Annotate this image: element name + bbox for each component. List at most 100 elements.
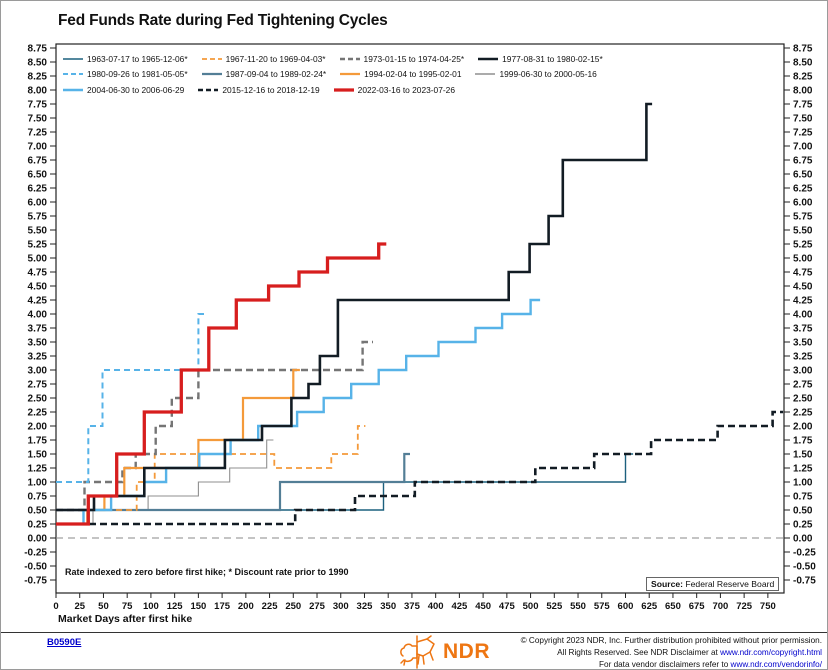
y-tick-label-left: 5.50 xyxy=(28,226,48,237)
footer-divider xyxy=(1,632,827,633)
y-tick-label-left: 0.25 xyxy=(28,520,48,531)
x-tick-label: 50 xyxy=(98,601,109,612)
x-tick-label: 100 xyxy=(143,601,159,612)
chart-footnote: Rate indexed to zero before first hike; … xyxy=(65,567,349,577)
y-tick-label-right: 3.00 xyxy=(793,366,813,377)
legend-swatch xyxy=(201,57,222,60)
y-tick-label-right: 5.75 xyxy=(793,212,813,223)
y-tick-label-left: 1.00 xyxy=(28,478,48,489)
x-tick-label: 675 xyxy=(689,601,706,612)
y-tick-label-left: 6.00 xyxy=(28,198,48,209)
y-tick-label-right: 2.75 xyxy=(793,380,813,391)
legend-item: 1980-09-26 to 1981-05-05* xyxy=(63,69,188,79)
x-tick-label: 125 xyxy=(167,601,184,612)
y-tick-label-left: 0.75 xyxy=(28,492,48,503)
legend-label: 1994-02-04 to 1995-02-01 xyxy=(364,69,462,80)
legend-swatch xyxy=(63,57,83,60)
x-tick-label: 400 xyxy=(428,601,444,612)
y-tick-label-left: 5.00 xyxy=(28,254,48,265)
x-tick-label: 75 xyxy=(122,601,133,612)
x-tick-label: 325 xyxy=(357,601,374,612)
copyright-url[interactable]: www.ndr.com/copyright.html xyxy=(720,647,822,657)
y-tick-label-right: 7.25 xyxy=(793,128,813,139)
series-line-1994 xyxy=(56,368,300,526)
ndr-bull-bear-icon xyxy=(400,635,435,669)
y-tick-label-left: 0.50 xyxy=(28,506,48,517)
legend-row: 1980-09-26 to 1981-05-05* 1987-09-04 to 1… xyxy=(63,67,723,83)
y-tick-label-left: 5.75 xyxy=(28,212,48,223)
y-tick-label-left: 0.00 xyxy=(28,534,48,545)
series-line-2022 xyxy=(56,242,387,526)
y-tick-label-right: 1.00 xyxy=(793,478,813,489)
y-tick-label-right: 2.00 xyxy=(793,422,813,433)
y-tick-label-left: 6.50 xyxy=(28,170,48,181)
copyright-line3: For data vendor disclaimers refer to www… xyxy=(599,659,822,669)
y-tick-label-right: 5.50 xyxy=(793,226,813,237)
legend-swatch xyxy=(63,88,83,91)
y-tick-label-left: 7.00 xyxy=(28,142,48,153)
vendorinfo-url[interactable]: www.ndr.com/vendorinfo/ xyxy=(730,659,822,669)
y-tick-label-left: 4.75 xyxy=(28,268,48,279)
y-tick-label-left: 4.25 xyxy=(28,296,48,307)
y-tick-label-left: 6.25 xyxy=(28,184,48,195)
chart-id-link[interactable]: B0590E xyxy=(47,637,82,648)
legend-swatch xyxy=(201,73,222,76)
x-tick-label: 25 xyxy=(74,601,85,612)
y-tick-label-right: -0.75 xyxy=(793,576,816,587)
y-tick-label-right: 6.50 xyxy=(793,170,813,181)
x-tick-label: 600 xyxy=(618,601,634,612)
x-tick-label: 250 xyxy=(285,601,301,612)
series-line-1973 xyxy=(56,340,373,512)
y-tick-label-left: 1.50 xyxy=(28,450,48,461)
x-tick-label: 175 xyxy=(214,601,231,612)
x-tick-label: 700 xyxy=(712,601,728,612)
y-tick-label-right: 3.50 xyxy=(793,338,813,349)
series-line-1980 xyxy=(56,313,205,483)
y-tick-label-left: -0.50 xyxy=(24,562,47,573)
legend-item: 1967-11-20 to 1969-04-03* xyxy=(201,53,326,64)
y-tick-label-right: 3.25 xyxy=(793,352,813,363)
y-tick-label-right: 5.00 xyxy=(793,254,813,265)
legend-swatch xyxy=(478,57,499,61)
ndr-logo-text: NDR xyxy=(443,640,490,663)
y-tick-label-left: 2.25 xyxy=(28,408,48,419)
chart-title: Fed Funds Rate during Fed Tightening Cyc… xyxy=(58,12,388,29)
series-line-1999 xyxy=(56,439,274,525)
legend-swatch xyxy=(475,73,496,76)
series-line-1987 xyxy=(56,452,410,512)
legend-label: 2022-03-16 to 2023-07-26 xyxy=(357,84,455,95)
y-tick-label-left: 6.75 xyxy=(28,156,48,167)
y-tick-label-left: 1.25 xyxy=(28,464,48,475)
y-tick-label-left: 5.25 xyxy=(28,240,48,251)
y-tick-label-right: 0.00 xyxy=(793,534,813,545)
y-tick-label-right: 2.50 xyxy=(793,394,813,405)
series-line-1977 xyxy=(56,102,653,512)
x-tick-label: 500 xyxy=(523,601,539,612)
y-tick-label-right: -0.50 xyxy=(793,562,816,573)
x-tick-label: 275 xyxy=(309,601,326,612)
legend-label: 1987-09-04 to 1989-02-24* xyxy=(225,69,327,80)
y-tick-label-right: 4.00 xyxy=(793,310,813,321)
x-tick-label: 150 xyxy=(190,601,206,612)
y-tick-label-right: 3.75 xyxy=(793,324,813,335)
y-tick-label-right: 2.25 xyxy=(793,408,813,419)
chart-legend: 1963-07-17 to 1965-12-06* 1967-11-20 to 1… xyxy=(63,51,723,98)
y-tick-label-right: 8.75 xyxy=(793,44,813,55)
legend-item: 1963-07-17 to 1965-12-06* xyxy=(63,54,188,64)
y-tick-label-right: 4.25 xyxy=(793,296,813,307)
y-tick-label-right: 8.50 xyxy=(793,58,813,69)
x-tick-label: 625 xyxy=(641,601,658,612)
legend-row: 2004-06-30 to 2006-06-29 2015-12-16 to 20… xyxy=(63,82,723,98)
source-label: Source: xyxy=(651,579,683,589)
legend-label: 1967-11-20 to 1969-04-03* xyxy=(225,53,326,64)
x-tick-label: 225 xyxy=(262,601,279,612)
legend-label: 1980-09-26 to 1981-05-05* xyxy=(87,69,188,80)
y-tick-label-right: 4.50 xyxy=(793,282,813,293)
series-line-2004 xyxy=(56,298,541,526)
y-tick-label-left: 7.75 xyxy=(28,100,48,111)
x-tick-label: 425 xyxy=(451,601,468,612)
y-tick-label-left: 2.75 xyxy=(28,380,48,391)
copyright-block: © Copyright 2023 NDR, Inc. Further distr… xyxy=(521,635,822,669)
